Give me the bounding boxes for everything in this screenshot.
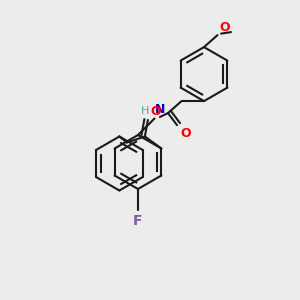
Text: H: H bbox=[141, 106, 149, 116]
Text: F: F bbox=[133, 214, 143, 228]
Text: O: O bbox=[150, 106, 161, 118]
Text: N: N bbox=[155, 103, 166, 116]
Text: O: O bbox=[180, 127, 190, 140]
Text: O: O bbox=[219, 21, 230, 34]
